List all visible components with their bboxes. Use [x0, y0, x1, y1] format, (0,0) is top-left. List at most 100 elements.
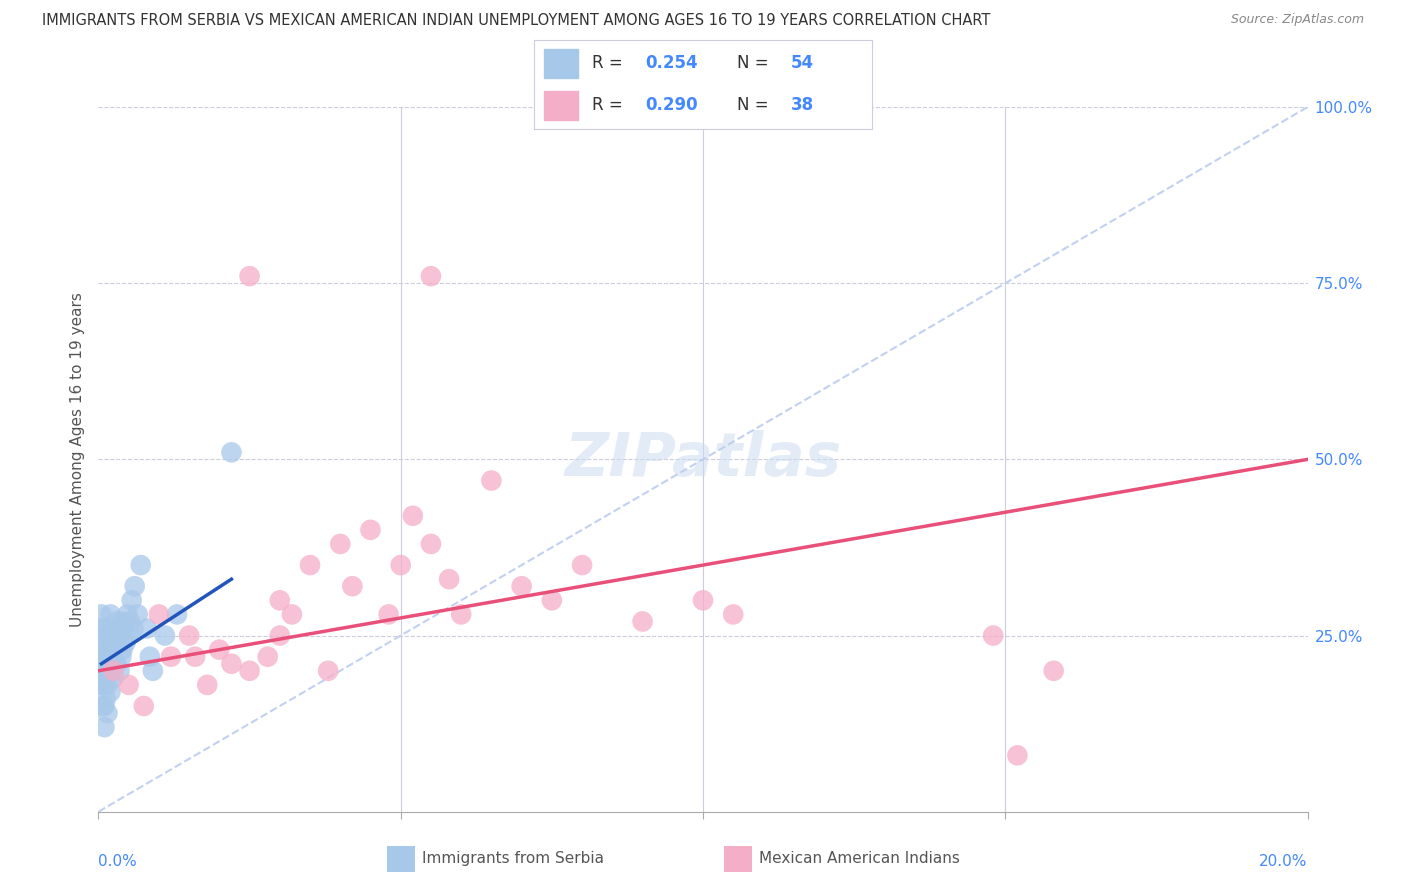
Point — [91, 657, 114, 671]
Point — [692, 593, 714, 607]
Point — [142, 664, 165, 678]
Point — [121, 593, 143, 607]
Point — [1042, 664, 1064, 678]
Point — [111, 615, 134, 629]
Point — [96, 706, 118, 720]
Point — [239, 269, 262, 284]
Point — [184, 649, 207, 664]
Point — [208, 642, 231, 657]
Point — [98, 664, 121, 678]
Point — [94, 642, 117, 657]
Point — [127, 607, 149, 622]
Text: Mexican American Indians: Mexican American Indians — [759, 852, 960, 866]
Point — [103, 664, 125, 678]
Point — [481, 474, 503, 488]
Point — [93, 678, 115, 692]
Point — [269, 628, 291, 642]
Point — [111, 642, 134, 657]
Point — [148, 607, 170, 622]
Point — [108, 628, 131, 642]
Point — [153, 628, 176, 642]
Point — [107, 635, 129, 649]
Point — [93, 622, 115, 636]
Text: ZIPatlas: ZIPatlas — [564, 430, 842, 489]
Point — [96, 649, 118, 664]
Point — [93, 664, 115, 678]
Point — [420, 537, 443, 551]
Point — [91, 628, 114, 642]
Point — [93, 699, 115, 714]
Point — [129, 558, 152, 573]
Point — [98, 628, 121, 642]
Point — [103, 671, 125, 685]
Point — [96, 678, 118, 692]
Point — [402, 508, 425, 523]
Point — [256, 649, 278, 664]
Text: 0.254: 0.254 — [645, 54, 699, 72]
Point — [450, 607, 472, 622]
Point — [122, 622, 145, 636]
Point — [571, 558, 593, 573]
Point — [239, 664, 262, 678]
FancyBboxPatch shape — [544, 49, 578, 78]
Text: 0.290: 0.290 — [645, 96, 699, 114]
Point — [104, 622, 127, 636]
Point — [135, 622, 157, 636]
Point — [221, 657, 243, 671]
Point — [118, 615, 141, 629]
Point — [377, 607, 399, 622]
Point — [90, 607, 112, 622]
Point — [195, 678, 218, 692]
Point — [103, 635, 125, 649]
Point — [139, 649, 162, 664]
Point — [360, 523, 382, 537]
Text: 38: 38 — [790, 96, 814, 114]
Point — [132, 699, 155, 714]
Point — [329, 537, 352, 551]
Point — [100, 685, 122, 699]
Text: 0.0%: 0.0% — [98, 854, 138, 869]
Point — [90, 664, 112, 678]
Point — [420, 269, 443, 284]
Point — [112, 622, 135, 636]
Point — [105, 615, 128, 629]
Point — [93, 720, 115, 734]
Point — [299, 558, 322, 573]
Point — [981, 628, 1004, 642]
Text: Immigrants from Serbia: Immigrants from Serbia — [422, 852, 603, 866]
Point — [221, 445, 243, 459]
Point — [510, 579, 533, 593]
Text: Source: ZipAtlas.com: Source: ZipAtlas.com — [1230, 13, 1364, 27]
Text: 20.0%: 20.0% — [1260, 854, 1308, 869]
Text: R =: R = — [592, 54, 627, 72]
Text: N =: N = — [737, 96, 773, 114]
Point — [100, 607, 122, 622]
Point — [100, 642, 122, 657]
Point — [90, 678, 112, 692]
Point — [269, 593, 291, 607]
Point — [110, 649, 132, 664]
Point — [124, 579, 146, 593]
Point — [281, 607, 304, 622]
Point — [108, 664, 131, 678]
Point — [90, 635, 112, 649]
Text: R =: R = — [592, 96, 627, 114]
Point — [90, 622, 112, 636]
Point — [118, 678, 141, 692]
Point — [437, 572, 460, 586]
Text: 54: 54 — [790, 54, 814, 72]
Text: IMMIGRANTS FROM SERBIA VS MEXICAN AMERICAN INDIAN UNEMPLOYMENT AMONG AGES 16 TO : IMMIGRANTS FROM SERBIA VS MEXICAN AMERIC… — [42, 13, 991, 29]
Text: N =: N = — [737, 54, 773, 72]
Point — [118, 628, 141, 642]
Point — [166, 607, 188, 622]
Point — [1007, 748, 1029, 763]
Point — [91, 699, 114, 714]
Point — [179, 628, 201, 642]
Point — [105, 657, 128, 671]
Point — [160, 649, 183, 664]
FancyBboxPatch shape — [544, 91, 578, 120]
Point — [540, 593, 562, 607]
Point — [93, 649, 115, 664]
Point — [631, 615, 654, 629]
Point — [91, 671, 114, 685]
